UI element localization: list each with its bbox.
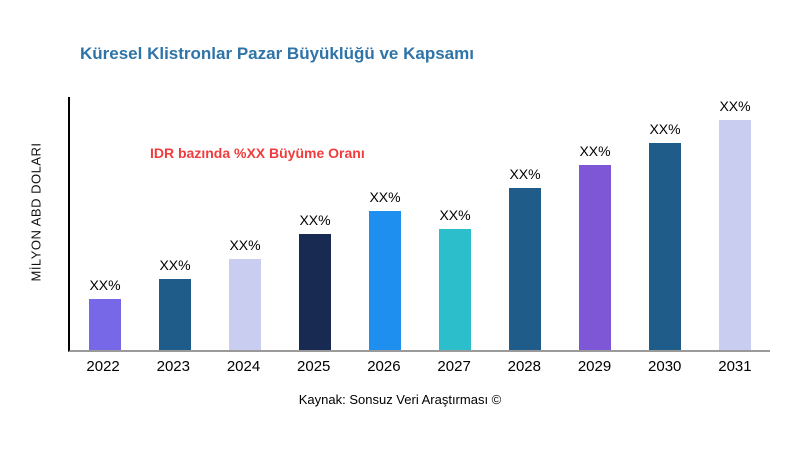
bar-2023	[159, 279, 191, 350]
x-tick-2031: 2031	[718, 358, 752, 375]
bar-group-2029: XX%	[560, 97, 630, 350]
bar-value-label: XX%	[299, 211, 331, 228]
bar-group-2025: XX%	[280, 97, 350, 350]
bar-2028	[509, 188, 541, 350]
x-tick-2029: 2029	[577, 358, 612, 375]
x-tick-2023: 2023	[156, 358, 190, 375]
bar-group-2027: XX%	[420, 97, 490, 350]
bar-2029	[579, 165, 611, 350]
bar-value-label: XX%	[369, 188, 401, 205]
x-axis-ticks: 2022 2023 2024 2025 2026 2027 2028 2029 2030 2031	[68, 358, 770, 375]
bar-group-2026: XX%	[350, 97, 420, 350]
source-attribution: Kaynak: Sonsuz Veri Araştırması ©	[298, 392, 502, 407]
bar-series: XX% XX% XX% XX% XX% XX% XX% XX% XX% XX%	[70, 97, 770, 350]
bar-2026	[369, 210, 401, 350]
bar-value-label: XX%	[159, 257, 191, 274]
x-tick-2026: 2026	[367, 358, 401, 375]
bar-2025	[299, 233, 331, 350]
bar-group-2030: XX%	[630, 97, 700, 350]
bar-group-2031: XX%	[700, 97, 770, 350]
bar-2031	[719, 119, 751, 350]
bar-group-2028: XX%	[490, 97, 560, 350]
bar-group-2024: XX%	[210, 97, 280, 350]
bar-value-label: XX%	[719, 97, 751, 114]
bar-value-label: XX%	[89, 277, 121, 294]
bar-2024	[229, 258, 261, 350]
x-tick-2024: 2024	[226, 358, 261, 375]
bar-value-label: XX%	[509, 166, 541, 183]
bar-value-label: XX%	[229, 236, 261, 253]
x-tick-2022: 2022	[86, 358, 120, 375]
bar-2022	[89, 299, 121, 350]
plot-area: IDR bazında %XX Büyüme Oranı XX% XX% XX% XX…	[68, 97, 770, 352]
x-tick-2027: 2027	[437, 358, 471, 375]
bar-group-2023: XX%	[140, 97, 210, 350]
x-tick-2028: 2028	[507, 358, 541, 375]
bar-group-2022: XX%	[70, 97, 140, 350]
bar-value-label: XX%	[649, 120, 681, 137]
y-axis-label: MİLYON ABD DOLARI	[28, 142, 44, 282]
bar-2027	[439, 228, 471, 350]
x-tick-2025: 2025	[297, 358, 331, 375]
growth-rate-annotation: IDR bazında %XX Büyüme Oranı	[150, 145, 365, 161]
bar-value-label: XX%	[579, 143, 611, 160]
chart-title: Küresel Klistronlar Pazar Büyüklüğü ve K…	[80, 44, 474, 63]
bar-2030	[649, 142, 681, 350]
bar-value-label: XX%	[439, 206, 471, 223]
x-tick-2030: 2030	[648, 358, 682, 375]
